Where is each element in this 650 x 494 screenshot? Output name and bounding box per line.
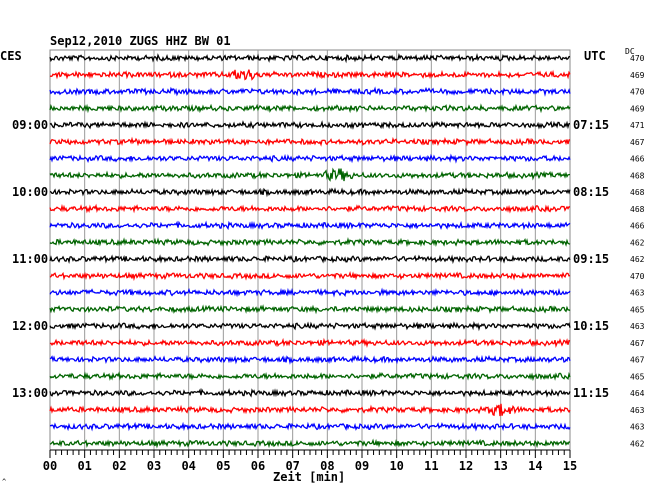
right-time-label-4: 11:15 xyxy=(573,386,609,400)
trace-6 xyxy=(49,153,571,164)
corner-mark: ^ xyxy=(2,478,7,486)
dc-value-0: 470 xyxy=(630,54,645,63)
trace-16 xyxy=(49,320,571,332)
trace-8 xyxy=(49,187,571,198)
dc-value-23: 462 xyxy=(630,439,645,448)
time-labels: 470 469 470 469 471 467 466 468 468 468 466 462 462 4… xyxy=(12,54,645,448)
x-axis: 00 01 02 03 04 05 06 07 08 09 10 11 12 13 14 15 xyxy=(43,449,577,473)
dc-value-9: 468 xyxy=(630,205,645,214)
dc-value-15: 465 xyxy=(630,305,645,314)
chart-title: Sep12,2010 ZUGS HHZ BW 01 xyxy=(50,34,231,48)
trace-10 xyxy=(49,220,571,231)
trace-23 xyxy=(49,438,571,449)
right-timezone-label: UTC xyxy=(584,49,606,63)
x-tick-label-13: 13 xyxy=(493,459,507,473)
x-tick-label-02: 02 xyxy=(112,459,126,473)
trace-9 xyxy=(49,203,571,214)
dc-value-14: 463 xyxy=(630,289,645,298)
dc-value-20: 464 xyxy=(630,389,645,398)
x-tick-label-05: 05 xyxy=(216,459,230,473)
x-tick-label-10: 10 xyxy=(389,459,403,473)
dc-value-18: 467 xyxy=(630,356,645,365)
x-axis-label: Zeit [min] xyxy=(273,470,346,484)
x-tick-label-12: 12 xyxy=(459,459,473,473)
x-tick-label-00: 00 xyxy=(43,459,57,473)
dc-value-22: 463 xyxy=(630,423,645,432)
dc-value-7: 468 xyxy=(630,171,645,180)
dc-value-6: 466 xyxy=(630,155,645,164)
trace-2 xyxy=(49,86,571,97)
x-tick-label-14: 14 xyxy=(528,459,542,473)
grid-lines xyxy=(49,49,571,451)
dc-value-2: 470 xyxy=(630,88,645,97)
x-tick-label-04: 04 xyxy=(181,459,195,473)
dc-value-16: 463 xyxy=(630,322,645,331)
dc-value-8: 468 xyxy=(630,188,645,197)
left-timezone-label: CES xyxy=(0,49,22,63)
right-time-label-2: 09:15 xyxy=(573,252,609,266)
x-tick-label-08: 08 xyxy=(320,459,334,473)
x-tick-label-11: 11 xyxy=(424,459,438,473)
right-time-label-1: 08:15 xyxy=(573,185,609,199)
x-tick-label-09: 09 xyxy=(355,459,369,473)
dc-value-11: 462 xyxy=(630,238,645,247)
left-time-label-0: 09:00 xyxy=(12,118,48,132)
trace-1 xyxy=(49,69,571,81)
trace-18 xyxy=(49,354,571,365)
dc-value-13: 470 xyxy=(630,272,645,281)
trace-15 xyxy=(49,304,571,315)
right-time-label-0: 07:15 xyxy=(573,118,609,132)
dc-value-5: 467 xyxy=(630,138,645,147)
left-time-label-1: 10:00 xyxy=(12,185,48,199)
dc-value-12: 462 xyxy=(630,255,645,264)
trace-5 xyxy=(49,136,571,147)
trace-12 xyxy=(49,254,571,265)
trace-11 xyxy=(49,236,571,248)
x-tick-label-15: 15 xyxy=(563,459,577,473)
dc-value-19: 465 xyxy=(630,372,645,381)
dc-value-10: 466 xyxy=(630,222,645,231)
x-tick-label-07: 07 xyxy=(285,459,299,473)
dc-value-1: 469 xyxy=(630,71,645,80)
trace-0 xyxy=(49,52,571,64)
right-time-label-3: 10:15 xyxy=(573,319,609,333)
dc-value-17: 467 xyxy=(630,339,645,348)
trace-22 xyxy=(49,421,571,432)
x-tick-label-06: 06 xyxy=(251,459,265,473)
left-time-label-3: 12:00 xyxy=(12,319,48,333)
trace-13 xyxy=(49,270,571,282)
dc-value-4: 471 xyxy=(630,121,645,130)
trace-21 xyxy=(49,403,571,417)
left-time-label-2: 11:00 xyxy=(12,252,48,266)
x-tick-label-01: 01 xyxy=(77,459,91,473)
trace-7 xyxy=(49,167,571,182)
trace-19 xyxy=(49,371,571,382)
trace-3 xyxy=(49,103,571,114)
dc-value-21: 463 xyxy=(630,406,645,415)
x-tick-label-03: 03 xyxy=(147,459,161,473)
dc-value-3: 469 xyxy=(630,104,645,113)
trace-14 xyxy=(49,287,571,298)
trace-4 xyxy=(49,120,571,130)
dc-header: DC xyxy=(625,47,635,56)
left-time-label-4: 13:00 xyxy=(12,386,48,400)
trace-17 xyxy=(49,337,571,349)
seismic-traces xyxy=(49,52,571,449)
trace-20 xyxy=(49,387,571,398)
